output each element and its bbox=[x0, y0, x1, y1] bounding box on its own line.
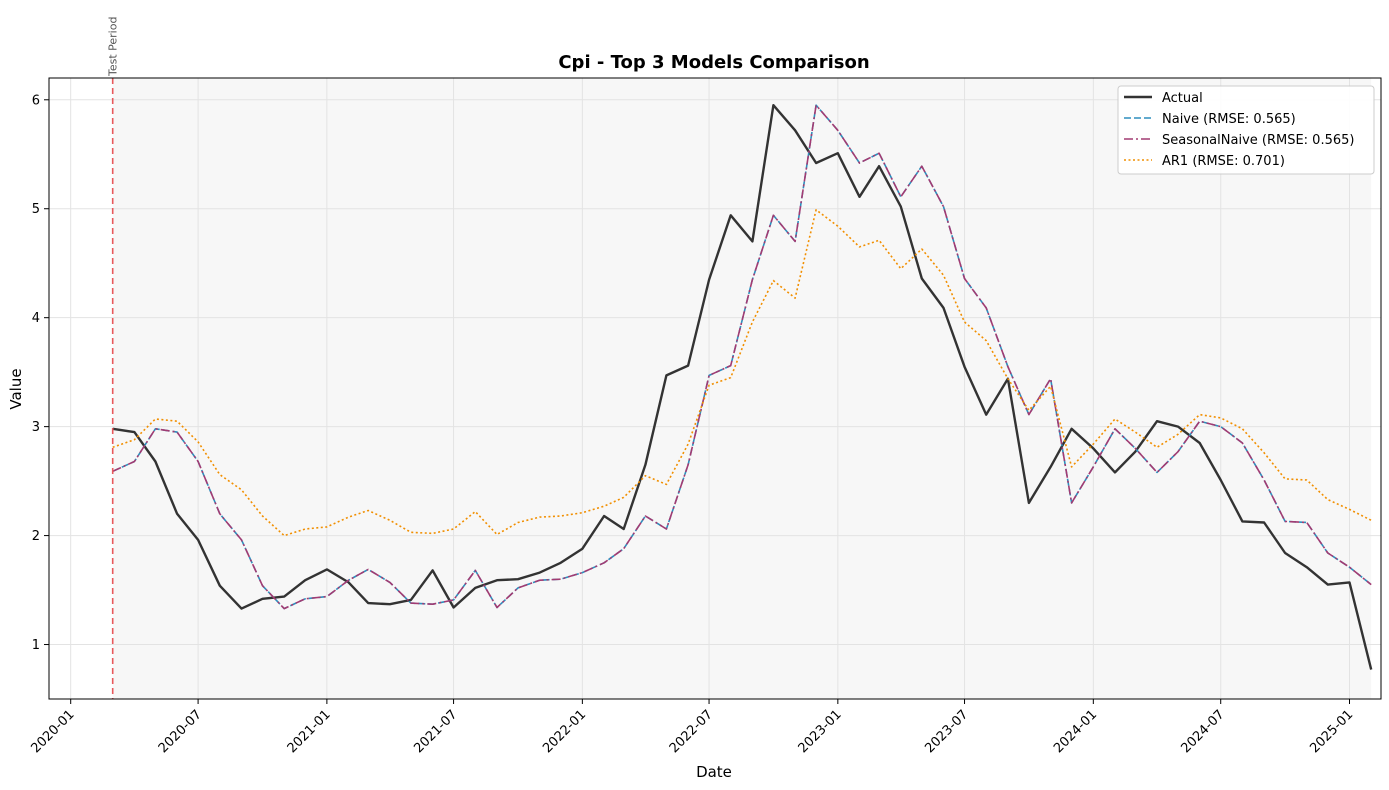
legend-box bbox=[1117, 85, 1375, 175]
x-axis-label: Date bbox=[696, 763, 732, 781]
y-tick-label: 4 bbox=[32, 311, 40, 326]
annotation-layer: Test Period bbox=[107, 17, 120, 699]
test-period-label: Test Period bbox=[107, 17, 120, 77]
plot-area bbox=[112, 78, 1372, 699]
series-line-naive bbox=[112, 104, 1372, 610]
legend: Actual Naive (RMSE: 0.565) SeasonalNaive (… bbox=[1117, 85, 1375, 175]
y-tick-label: 5 bbox=[32, 202, 40, 217]
y-tick-label: 1 bbox=[32, 638, 40, 653]
series-line-actual bbox=[112, 103, 1373, 670]
legend-label: AR1 (RMSE: 0.701) bbox=[1162, 154, 1285, 169]
y-tick-label: 6 bbox=[32, 93, 40, 108]
legend-label: Actual bbox=[1162, 91, 1203, 106]
legend-label: Naive (RMSE: 0.565) bbox=[1162, 112, 1296, 127]
y-tick-label: 3 bbox=[32, 420, 40, 435]
test-period-shading bbox=[112, 78, 1372, 699]
series-line-ar1 bbox=[112, 209, 1372, 537]
series-layer bbox=[112, 103, 1373, 670]
y-axis-label: Value bbox=[7, 368, 25, 409]
axes bbox=[48, 77, 1382, 700]
legend-label: SeasonalNaive (RMSE: 0.565) bbox=[1162, 133, 1354, 148]
y-tick-label: 2 bbox=[32, 529, 40, 544]
chart-title: Cpi - Top 3 Models Comparison bbox=[558, 52, 869, 73]
plot-frame bbox=[48, 77, 1382, 700]
